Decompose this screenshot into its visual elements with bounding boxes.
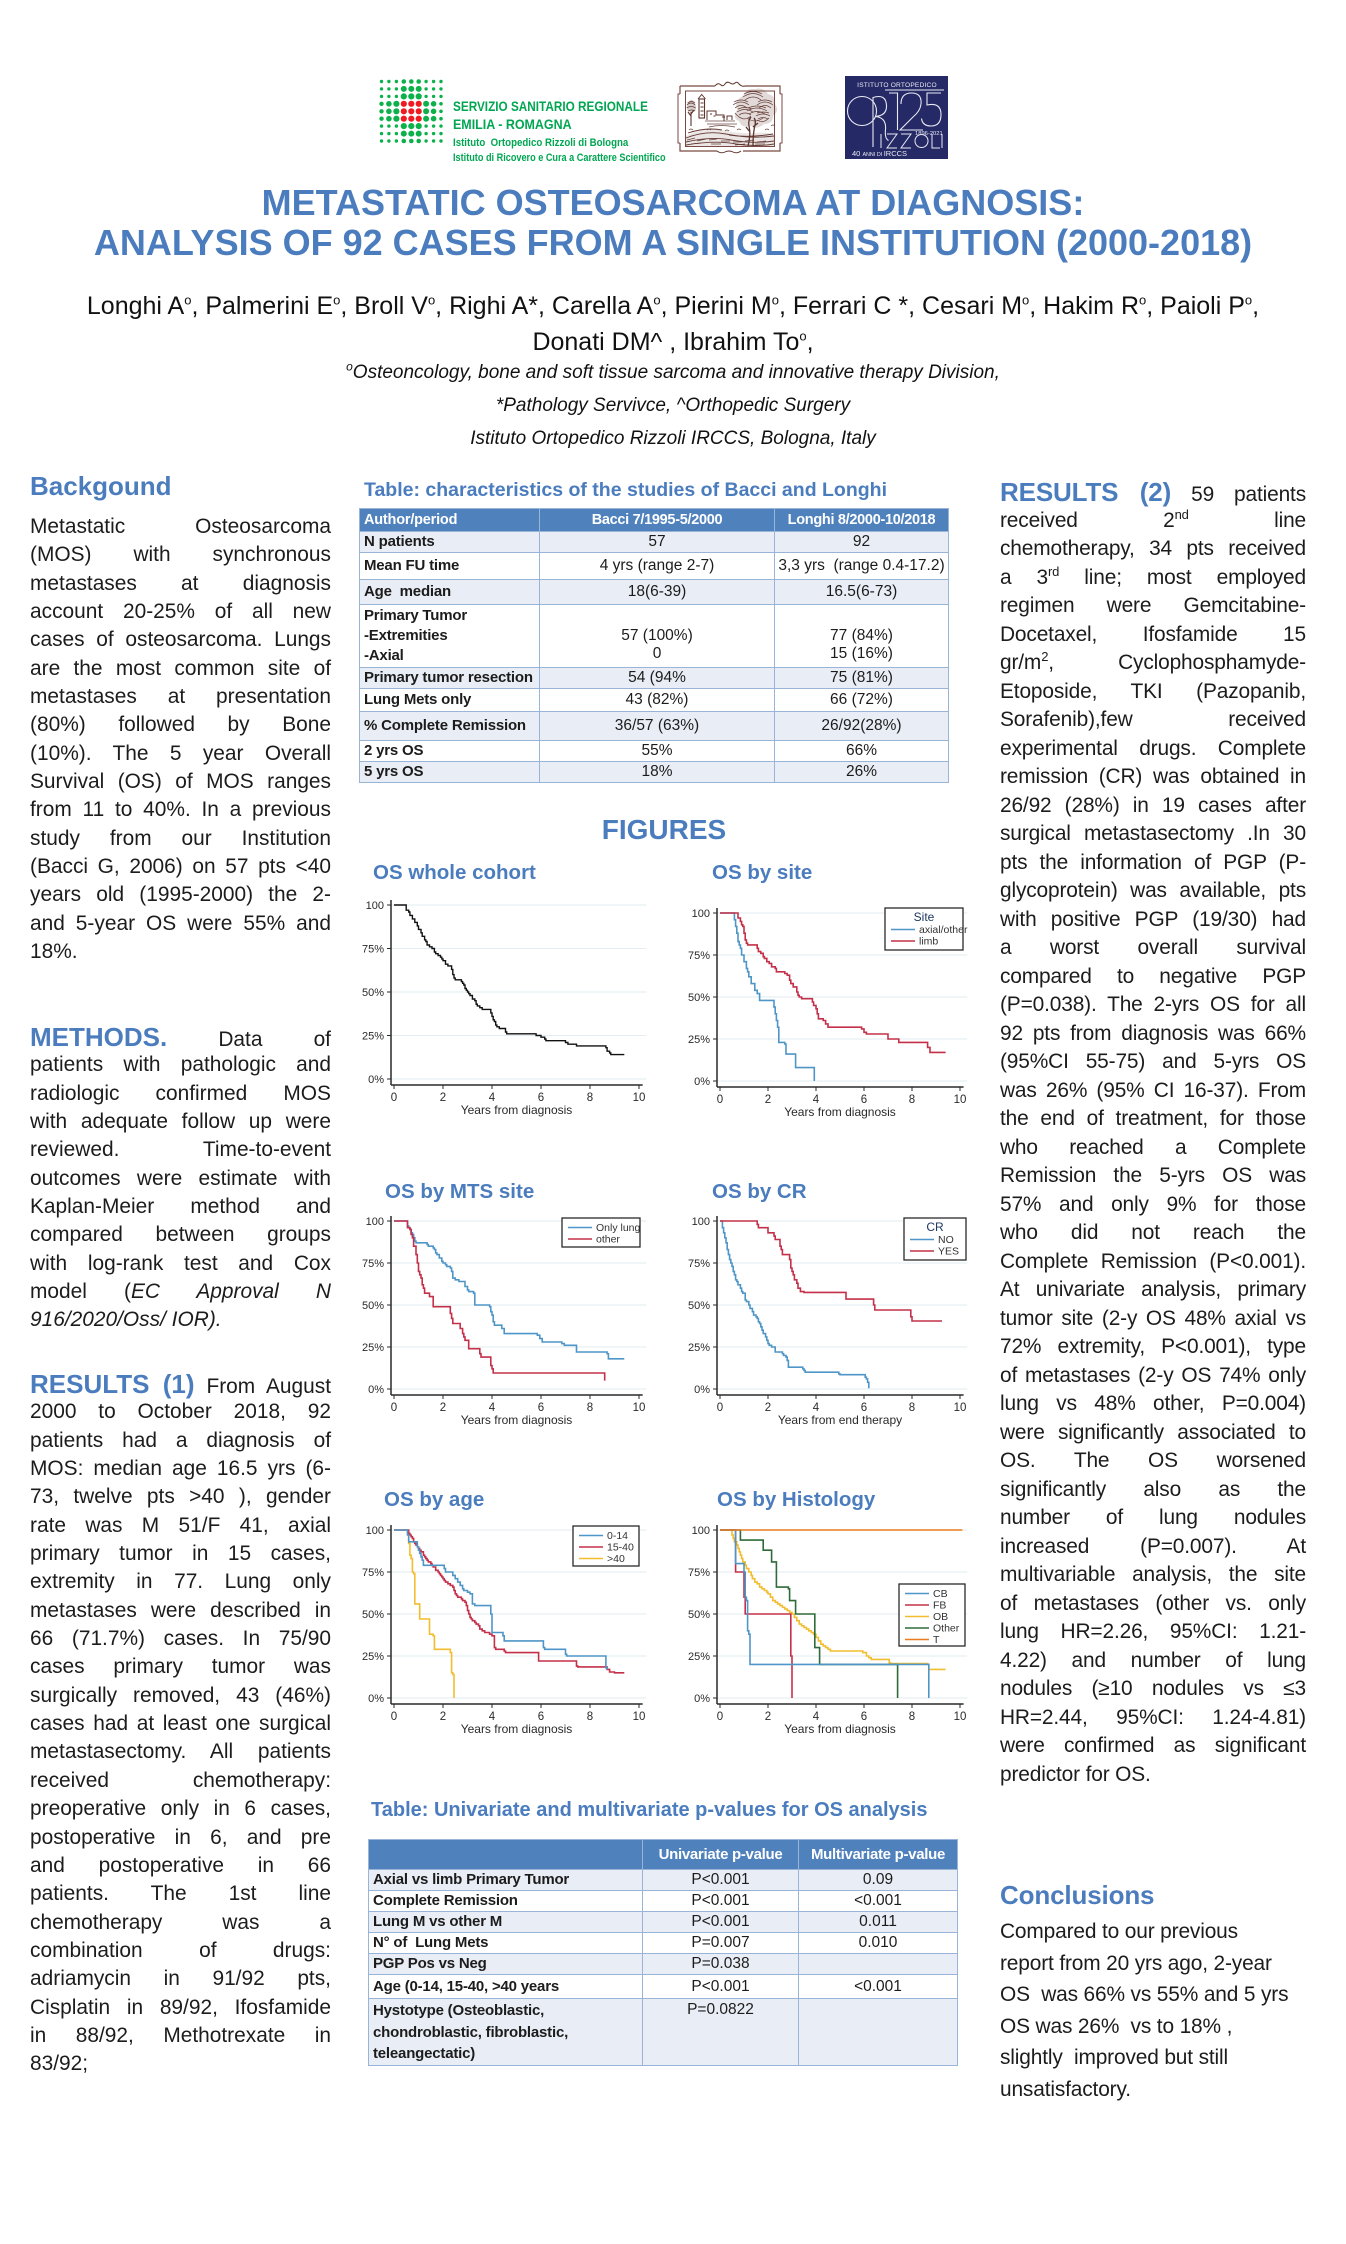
svg-text:75%: 75% bbox=[362, 944, 384, 956]
svg-text:75%: 75% bbox=[362, 1258, 384, 1270]
svg-text:OB: OB bbox=[933, 1611, 948, 1623]
svg-text:10: 10 bbox=[633, 1711, 646, 1723]
svg-text:Years from diagnosis: Years from diagnosis bbox=[784, 1105, 896, 1119]
svg-text:Years from diagnosis: Years from diagnosis bbox=[461, 1413, 573, 1427]
svg-text:8: 8 bbox=[909, 1711, 915, 1723]
svg-text:0%: 0% bbox=[368, 1384, 384, 1396]
svg-text:10: 10 bbox=[954, 1711, 967, 1723]
svg-text:1896-2021: 1896-2021 bbox=[915, 131, 943, 137]
svg-text:2: 2 bbox=[765, 1402, 771, 1414]
svg-text:50%: 50% bbox=[362, 1300, 384, 1312]
svg-text:2: 2 bbox=[440, 1092, 446, 1104]
svg-text:100: 100 bbox=[366, 1216, 384, 1228]
svg-text:15-40: 15-40 bbox=[607, 1542, 634, 1554]
svg-text:50%: 50% bbox=[688, 1609, 710, 1621]
svg-text:25%: 25% bbox=[688, 1034, 710, 1046]
svg-text:50%: 50% bbox=[688, 1300, 710, 1312]
svg-text:4: 4 bbox=[813, 1094, 820, 1106]
svg-text:100: 100 bbox=[692, 1525, 710, 1537]
svg-text:4: 4 bbox=[813, 1402, 820, 1414]
svg-text:8: 8 bbox=[909, 1402, 915, 1414]
svg-text:2: 2 bbox=[440, 1402, 446, 1414]
svg-text:Only lung: Only lung bbox=[596, 1222, 641, 1234]
svg-text:2: 2 bbox=[765, 1094, 771, 1106]
svg-text:0: 0 bbox=[391, 1711, 397, 1723]
svg-text:0: 0 bbox=[717, 1402, 723, 1414]
svg-text:CR: CR bbox=[926, 1220, 944, 1234]
svg-text:40 ANNI DI IRCCS: 40 ANNI DI IRCCS bbox=[852, 149, 907, 158]
svg-text:0%: 0% bbox=[694, 1384, 710, 1396]
svg-text:8: 8 bbox=[587, 1711, 593, 1723]
svg-text:6: 6 bbox=[861, 1711, 867, 1723]
svg-text:0-14: 0-14 bbox=[607, 1530, 628, 1542]
svg-text:axial/other: axial/other bbox=[919, 924, 968, 936]
svg-text:75%: 75% bbox=[688, 950, 710, 962]
svg-text:0: 0 bbox=[717, 1711, 723, 1723]
svg-text:Other: Other bbox=[933, 1623, 960, 1635]
svg-text:25%: 25% bbox=[362, 1651, 384, 1663]
svg-text:ISTITUTO ORTOPEDICO: ISTITUTO ORTOPEDICO bbox=[857, 82, 937, 89]
svg-text:CB: CB bbox=[933, 1588, 948, 1600]
svg-text:NO: NO bbox=[938, 1234, 954, 1246]
svg-text:25%: 25% bbox=[362, 1342, 384, 1354]
svg-text:25%: 25% bbox=[688, 1342, 710, 1354]
svg-text:6: 6 bbox=[538, 1711, 544, 1723]
svg-text:Years from diagnosis: Years from diagnosis bbox=[461, 1103, 573, 1117]
svg-text:YES: YES bbox=[938, 1246, 959, 1258]
svg-text:>40: >40 bbox=[607, 1553, 625, 1565]
svg-text:0%: 0% bbox=[694, 1076, 710, 1088]
svg-text:Years from diagnosis: Years from diagnosis bbox=[784, 1722, 896, 1736]
svg-text:50%: 50% bbox=[688, 992, 710, 1004]
svg-text:10: 10 bbox=[633, 1092, 646, 1104]
svg-text:0: 0 bbox=[391, 1092, 397, 1104]
svg-text:100: 100 bbox=[692, 1216, 710, 1228]
svg-text:10: 10 bbox=[954, 1402, 967, 1414]
svg-text:75%: 75% bbox=[688, 1567, 710, 1579]
svg-text:8: 8 bbox=[909, 1094, 915, 1106]
svg-text:50%: 50% bbox=[362, 1609, 384, 1621]
svg-text:6: 6 bbox=[861, 1402, 867, 1414]
svg-text:6: 6 bbox=[538, 1092, 544, 1104]
svg-text:0: 0 bbox=[717, 1094, 723, 1106]
svg-text:0%: 0% bbox=[694, 1693, 710, 1705]
svg-text:8: 8 bbox=[587, 1402, 593, 1414]
svg-text:8: 8 bbox=[587, 1092, 593, 1104]
svg-text:FB: FB bbox=[933, 1600, 946, 1612]
svg-text:50%: 50% bbox=[362, 987, 384, 999]
svg-text:T: T bbox=[933, 1634, 940, 1646]
svg-text:6: 6 bbox=[538, 1402, 544, 1414]
svg-text:Years from diagnosis: Years from diagnosis bbox=[461, 1722, 573, 1736]
svg-text:100: 100 bbox=[366, 1525, 384, 1537]
svg-text:0%: 0% bbox=[368, 1693, 384, 1705]
svg-text:4: 4 bbox=[489, 1711, 496, 1723]
svg-text:4: 4 bbox=[489, 1092, 496, 1104]
svg-text:other: other bbox=[596, 1234, 620, 1246]
svg-text:4: 4 bbox=[813, 1711, 820, 1723]
svg-text:6: 6 bbox=[861, 1094, 867, 1106]
svg-text:10: 10 bbox=[633, 1402, 646, 1414]
svg-text:4: 4 bbox=[489, 1402, 496, 1414]
svg-text:25%: 25% bbox=[688, 1651, 710, 1663]
svg-text:10: 10 bbox=[954, 1094, 967, 1106]
svg-text:Years from end therapy: Years from end therapy bbox=[778, 1413, 902, 1427]
svg-text:100: 100 bbox=[692, 908, 710, 920]
svg-text:75%: 75% bbox=[688, 1258, 710, 1270]
svg-text:limb: limb bbox=[919, 936, 938, 948]
svg-text:25%: 25% bbox=[362, 1031, 384, 1043]
svg-text:Site: Site bbox=[914, 910, 935, 924]
svg-text:2: 2 bbox=[440, 1711, 446, 1723]
svg-text:2: 2 bbox=[765, 1711, 771, 1723]
svg-text:0%: 0% bbox=[368, 1074, 384, 1086]
svg-text:75%: 75% bbox=[362, 1567, 384, 1579]
svg-text:0: 0 bbox=[391, 1402, 397, 1414]
svg-text:100: 100 bbox=[366, 900, 384, 912]
